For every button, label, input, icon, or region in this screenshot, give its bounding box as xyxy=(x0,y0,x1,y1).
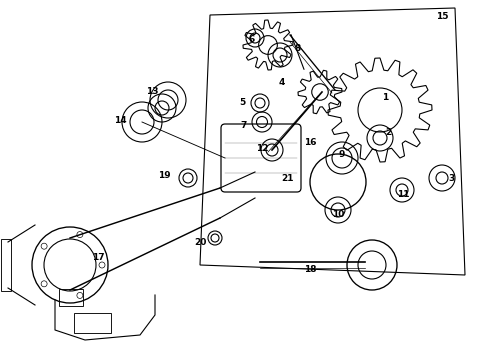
Text: 2: 2 xyxy=(385,127,391,136)
Text: 15: 15 xyxy=(436,12,448,21)
Text: 10: 10 xyxy=(332,210,344,219)
Text: 7: 7 xyxy=(241,121,247,130)
Text: 19: 19 xyxy=(158,171,171,180)
Text: 17: 17 xyxy=(92,253,104,262)
Text: 4: 4 xyxy=(279,77,285,86)
Text: 8: 8 xyxy=(295,44,301,53)
Text: 16: 16 xyxy=(304,138,316,147)
Text: 11: 11 xyxy=(397,189,409,198)
Text: 14: 14 xyxy=(114,116,126,125)
Text: 3: 3 xyxy=(449,174,455,183)
Text: 1: 1 xyxy=(382,94,388,103)
Text: 21: 21 xyxy=(282,174,294,183)
Text: 13: 13 xyxy=(146,87,158,96)
Text: 20: 20 xyxy=(194,238,206,247)
Text: 6: 6 xyxy=(249,36,255,45)
Text: 9: 9 xyxy=(339,149,345,158)
Text: 5: 5 xyxy=(239,98,245,107)
Text: 18: 18 xyxy=(304,266,316,275)
Text: 12: 12 xyxy=(256,144,268,153)
